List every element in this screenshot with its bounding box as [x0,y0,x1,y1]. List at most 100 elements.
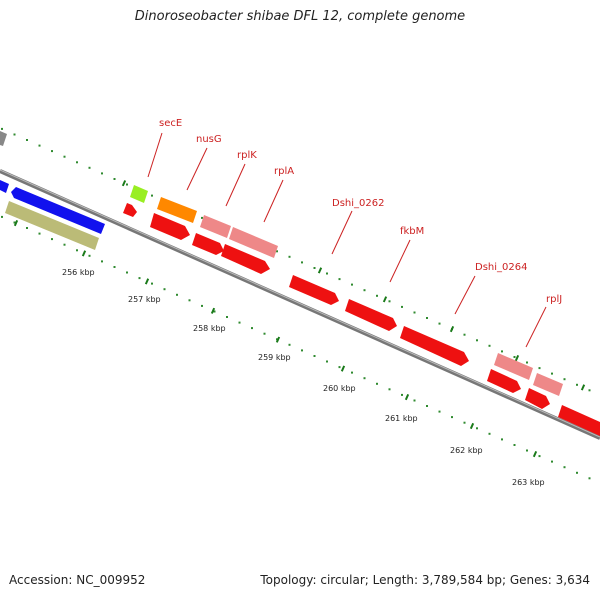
gene-labels: secE nusG rplK rplA Dshi_0262 fkbM Dshi_… [159,118,562,305]
scale-label-263: 263 kbp [512,478,545,487]
minor-tick [126,271,128,274]
minor-tick [538,367,541,370]
gene-blue-small [0,180,9,193]
minor-tick [513,444,516,446]
minor-tick [188,299,191,302]
gene-pink-2 [533,373,563,396]
minor-tick [413,399,416,402]
minor-tick [576,471,578,474]
minor-tick [163,288,166,291]
minor-tick [288,255,291,258]
minor-tick [313,355,316,357]
minor-tick [213,310,216,313]
minor-tick [226,316,228,318]
gene-red-3 [221,244,270,274]
gene-label-nusG: nusG [196,134,222,145]
minor-tick [426,317,428,319]
minor-tick [263,332,266,335]
minor-tick [51,238,53,241]
minor-tick [338,366,341,369]
minor-tick [501,350,503,353]
minor-tick [463,421,466,424]
minor-tick [338,278,341,281]
minor-tick [526,361,528,364]
scale-label-259: 259 kbp [258,353,291,362]
minor-tick [63,155,66,158]
minor-tick [1,127,3,130]
minor-tick [276,338,278,341]
scale-label-257: 257 kbp [128,295,161,304]
major-tick [469,422,475,430]
leader-Dshi_0264 [454,275,476,315]
inner-major-ticks [13,219,538,458]
minor-tick [238,321,241,324]
gene-red-2 [192,233,224,255]
major-tick [340,365,346,372]
gene-features [0,131,600,436]
backbone-highlight [0,169,600,438]
major-tick [580,384,586,391]
minor-tick [251,327,253,330]
major-tick [121,180,127,187]
minor-tick [13,221,16,224]
gene-red-1 [150,213,190,240]
minor-tick [151,194,153,197]
gene-label-Dshi_0262: Dshi_0262 [332,198,384,209]
minor-tick [101,260,103,263]
leader-rplA [263,179,284,223]
minor-tick [476,339,478,342]
minor-tick [76,249,78,252]
gene-label-rplA: rplA [274,166,294,177]
minor-tick [376,294,378,297]
leader-fkbM [389,239,411,283]
major-tick [382,296,388,303]
major-tick [449,325,455,333]
gene-red-7 [487,369,521,393]
minor-tick [1,215,3,218]
leader-Dshi_0262 [331,210,353,255]
minor-tick [363,289,366,292]
scale-label-258: 258 kbp [193,324,226,333]
backbone-line [0,169,600,440]
minor-tick [113,266,116,268]
minor-tick [276,250,278,253]
minor-tick [488,432,491,435]
gene-pink-1 [494,353,533,380]
gene-gray-partial [0,131,7,146]
inner-tick-track [1,215,591,480]
leader-nusG [186,147,208,191]
minor-tick [513,356,516,358]
minor-tick [351,371,353,374]
minor-tick [376,382,378,385]
leader-secE [147,132,163,178]
major-tick [514,354,520,362]
gene-label-Dshi_0264: Dshi_0264 [475,262,527,273]
gene-blue-large [11,187,105,234]
minor-tick [501,438,503,441]
major-tick [532,450,538,458]
minor-tick [26,139,28,141]
major-tick [210,307,216,314]
minor-tick [588,477,591,480]
gene-rplK [200,215,231,238]
minor-tick [401,305,403,308]
minor-tick [526,449,528,452]
minor-tick [38,144,41,147]
gene-label-secE: secE [159,118,182,129]
minor-tick [38,232,41,235]
minor-tick [288,343,291,346]
minor-tick [326,360,328,363]
minor-tick [388,300,391,303]
scale-label-262: 262 kbp [450,446,483,455]
minor-tick [88,254,91,257]
gene-red-4 [289,275,339,305]
major-tick [13,219,19,227]
minor-tick [26,227,28,229]
minor-tick [313,267,316,269]
minor-tick [176,293,178,296]
minor-tick [438,410,441,413]
minor-tick [488,344,491,347]
scale-label-261: 261 kbp [385,414,418,423]
minor-tick [363,377,366,380]
